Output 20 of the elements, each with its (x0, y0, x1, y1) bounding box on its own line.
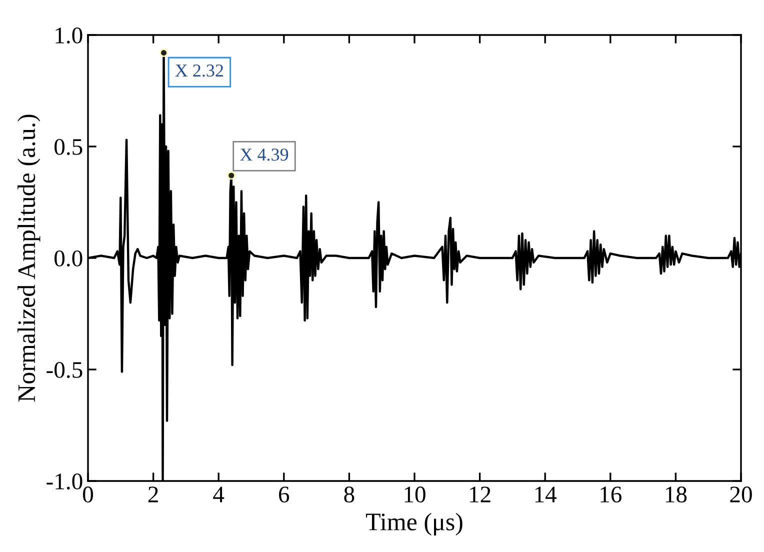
x-tick-label: 10 (404, 486, 426, 502)
x-tick-label: 14 (535, 486, 557, 502)
annotation: X 4.39 (240, 148, 288, 161)
x-tick-label: 4 (213, 486, 224, 502)
x-tick-label: 2 (148, 486, 158, 502)
annotation: X 2.32 (175, 64, 224, 77)
y-tick-label: 0.5 (54, 138, 82, 156)
x-tick-label: 20 (730, 486, 752, 502)
y-axis-title: Normalized Amplitude (a.u.) (18, 114, 40, 402)
x-tick-label: 12 (470, 486, 490, 502)
y-tick-label: 0.0 (54, 250, 82, 267)
y-tick-label: -0.5 (46, 362, 82, 378)
x-tick-label: 16 (600, 486, 622, 502)
y-tick-label: 1.0 (56, 27, 82, 44)
x-axis-title: Time (μs) (366, 512, 462, 536)
x-tick-label: 8 (344, 486, 354, 502)
y-tick-label: -1.0 (46, 473, 82, 490)
x-tick-label: 6 (279, 486, 290, 502)
x-tick-label: 0 (82, 486, 94, 502)
x-tick-label: 18 (666, 486, 687, 502)
